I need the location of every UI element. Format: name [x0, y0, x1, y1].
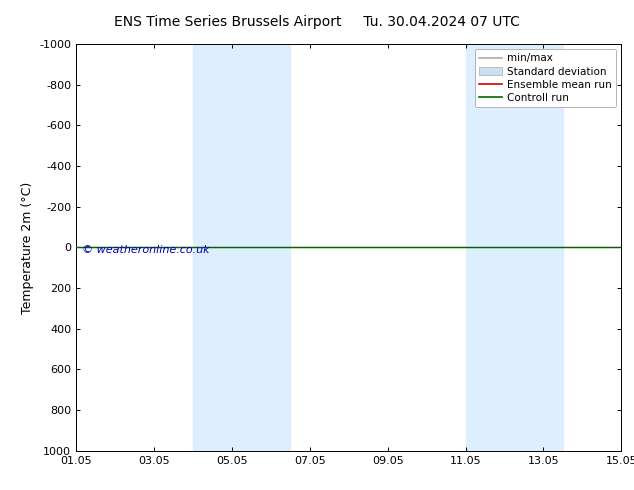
Text: © weatheronline.co.uk: © weatheronline.co.uk — [82, 245, 209, 255]
Bar — [465, 44, 563, 451]
Legend: min/max, Standard deviation, Ensemble mean run, Controll run: min/max, Standard deviation, Ensemble me… — [475, 49, 616, 107]
Y-axis label: Temperature 2m (°C): Temperature 2m (°C) — [21, 181, 34, 314]
Text: ENS Time Series Brussels Airport     Tu. 30.04.2024 07 UTC: ENS Time Series Brussels Airport Tu. 30.… — [114, 15, 520, 29]
Bar — [193, 44, 290, 451]
